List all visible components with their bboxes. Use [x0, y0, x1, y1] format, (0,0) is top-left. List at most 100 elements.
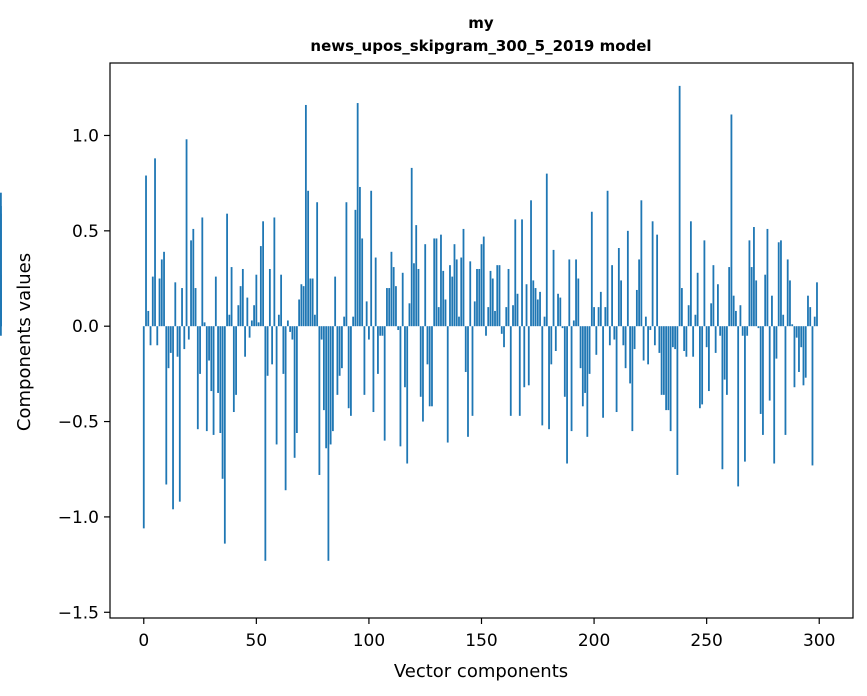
bar	[717, 284, 719, 327]
bar	[662, 326, 665, 395]
x-tick-label: 300	[803, 631, 835, 651]
bar	[174, 282, 177, 327]
bar	[210, 326, 213, 392]
bar	[318, 326, 321, 475]
bar	[277, 314, 280, 327]
bar	[689, 221, 692, 327]
bar	[473, 301, 476, 327]
bar	[762, 326, 764, 435]
bar	[291, 326, 294, 340]
bar	[435, 238, 438, 327]
bar	[676, 326, 679, 475]
bar	[807, 295, 809, 327]
bar	[568, 259, 571, 327]
bar	[498, 265, 501, 327]
bar	[746, 326, 749, 336]
bar	[158, 278, 161, 327]
bar	[347, 326, 350, 409]
bar	[302, 286, 305, 327]
bar	[678, 85, 681, 327]
bar	[525, 284, 528, 327]
bar	[748, 240, 751, 327]
bar	[208, 326, 210, 361]
bar	[284, 326, 287, 491]
bar	[282, 326, 285, 374]
bar	[437, 307, 440, 327]
x-tick-label: 200	[578, 631, 610, 651]
bar	[617, 248, 620, 327]
bar	[503, 326, 505, 348]
bar	[809, 307, 812, 327]
bar	[383, 326, 386, 441]
bar	[653, 326, 656, 346]
bar	[181, 288, 183, 327]
bar	[298, 299, 301, 327]
bar	[699, 326, 701, 409]
bar	[671, 326, 674, 348]
bar	[244, 326, 246, 357]
bar	[633, 326, 636, 350]
bar	[462, 228, 465, 327]
bar	[577, 278, 580, 327]
bar	[295, 326, 298, 433]
bar	[271, 326, 274, 365]
bar	[332, 326, 334, 432]
bar	[399, 326, 402, 447]
bar	[485, 326, 487, 336]
bar	[178, 326, 181, 502]
bar	[482, 236, 485, 327]
bar	[658, 326, 661, 353]
bar	[496, 265, 499, 327]
y-axis-ticks: −1.5 −1.0 −0.5 0.0 0.5 1.0	[58, 126, 110, 623]
bar	[469, 261, 472, 327]
bar	[458, 316, 460, 327]
bar	[795, 326, 798, 338]
bar	[221, 326, 224, 479]
bar	[169, 326, 172, 353]
bar	[307, 190, 310, 327]
bar	[507, 268, 510, 327]
bar	[386, 288, 388, 327]
bar	[491, 278, 494, 327]
bar	[192, 228, 195, 327]
bar	[205, 326, 208, 432]
y-tick-label: −1.0	[58, 508, 99, 528]
bar	[446, 326, 449, 443]
bar	[431, 326, 433, 407]
bar	[266, 326, 269, 376]
bar	[626, 230, 629, 327]
bar	[370, 190, 373, 327]
bar	[185, 139, 188, 327]
bar	[426, 326, 429, 365]
bar	[334, 276, 337, 327]
bar	[726, 326, 728, 395]
bar	[534, 288, 537, 327]
bar	[476, 268, 478, 327]
plot-frame	[109, 62, 854, 619]
bar	[410, 167, 413, 327]
bar	[246, 297, 249, 327]
bar	[494, 310, 496, 327]
x-axis-ticks: 0 50 100 150 200 250 300	[138, 618, 835, 651]
bar	[201, 217, 204, 327]
bar	[791, 324, 794, 327]
bar	[613, 326, 616, 340]
bar	[714, 326, 717, 353]
bar	[766, 228, 769, 327]
bar	[422, 326, 424, 422]
bar	[232, 326, 235, 413]
bar	[460, 257, 463, 327]
bar	[685, 326, 688, 357]
bar	[408, 303, 411, 327]
bar	[359, 186, 361, 327]
bar	[608, 326, 611, 346]
bar	[322, 326, 325, 411]
bar	[728, 267, 731, 327]
bars-group	[0, 85, 818, 561]
bar	[390, 251, 393, 327]
bar	[424, 244, 427, 327]
bar	[667, 326, 670, 411]
bar	[773, 326, 776, 464]
bar	[514, 219, 517, 327]
bar	[620, 280, 622, 327]
